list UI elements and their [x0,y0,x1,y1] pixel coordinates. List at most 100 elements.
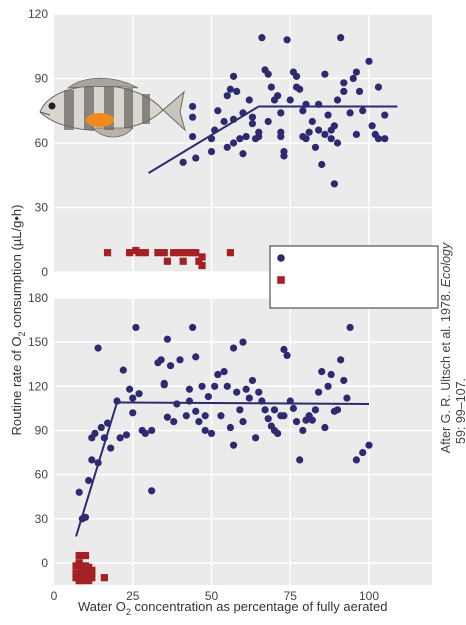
top-point-square [192,249,200,257]
bottom-point-circle [75,488,83,496]
bottom-point-circle [135,390,143,398]
top-point-circle [274,92,282,100]
top-point-circle [258,34,266,42]
top-y-tick-label: 120 [28,7,48,21]
bottom-point-circle [185,397,194,405]
bottom-y-tick-label: 0 [41,556,48,570]
bottom-panel: 0 25 50 75 100 0 30 60 90 120 150 180 [28,291,432,603]
top-point-circle [255,132,263,141]
bottom-point-circle [217,412,225,420]
top-point-square [163,257,171,265]
top-point-circle [264,70,272,78]
bottom-point-circle [327,370,335,379]
bottom-point-circle [148,426,156,435]
bottom-point-circle [261,406,269,414]
bottom-point-circle [346,323,354,332]
top-point-circle [242,132,250,141]
top-point-circle [223,92,231,100]
bottom-point-circle [270,426,279,435]
top-point-circle [192,154,200,162]
top-point-square [135,249,143,257]
top-point-circle [333,96,342,104]
top-point-circle [236,135,244,143]
top-point-circle [352,68,360,76]
credit-line-1: After G. R. Ultsch et al. 1978. Ecology [439,242,453,453]
legend-marker-circle [277,254,285,262]
top-point-square [195,257,203,265]
bottom-point-circle [129,394,137,402]
top-point-circle [280,152,288,160]
top-point-circle [381,111,389,119]
top-point-square [141,249,149,257]
bottom-point-circle [160,379,168,387]
bottom-point-circle [207,429,216,438]
bottom-point-circle [286,397,294,405]
bottom-point-circle [116,434,124,442]
bottom-point-circle [198,382,206,390]
bottom-point-circle [252,434,260,442]
top-point-circle [211,126,219,134]
bottom-point-circle [122,431,131,439]
bottom-point-circle [204,393,212,401]
bottom-point-circle [229,441,238,449]
bottom-point-square [100,574,108,582]
top-point-circle [302,100,310,108]
bottom-point-circle [226,423,234,432]
bottom-point-circle [163,335,171,343]
bottom-x-tick-label: 50 [205,589,219,603]
bottom-point-square [75,551,83,560]
bottom-x-tick-label: 25 [126,589,140,603]
top-point-square [103,249,112,257]
bottom-point-circle [340,376,348,385]
bottom-point-circle [280,345,288,354]
top-point-circle [359,107,367,115]
top-point-square [170,249,178,257]
bottom-point-circle [292,418,301,426]
bottom-point-circle [189,323,197,332]
bottom-point-circle [85,476,93,485]
bottom-point-circle [248,376,257,385]
bottom-point-circle [352,456,360,464]
top-point-circle [277,128,285,136]
bottom-point-square [72,574,80,582]
top-point-circle [374,83,383,91]
top-point-circle [346,109,354,117]
bottom-point-circle [343,394,351,402]
bottom-point-circle [359,448,367,457]
top-point-circle [233,87,241,95]
top-point-circle [324,111,332,119]
bottom-point-circle [245,394,253,402]
bottom-point-square [72,569,80,577]
bottom-y-tick-label: 60 [35,468,49,482]
bottom-point-circle [270,406,279,414]
top-point-square [198,261,206,270]
top-point-circle [189,132,197,141]
top-point-circle [229,72,238,80]
bottom-point-circle [220,367,228,376]
bottom-point-circle [192,353,200,361]
bottom-point-circle [258,397,266,405]
top-point-circle [333,139,342,147]
credit-line-2: 59: 99–107. [454,378,466,444]
bottom-point-circle [365,441,373,449]
top-point-circle [299,107,307,115]
bottom-point-circle [283,351,291,359]
bottom-point-circle [236,406,244,414]
bottom-point-circle [201,426,209,435]
bottom-point-circle [94,344,102,352]
top-point-square [154,249,162,257]
bottom-point-square [88,574,96,582]
top-point-circle [340,87,348,95]
top-tick-labels: 0 30 60 90 120 [28,7,48,279]
top-point-circle [223,143,231,151]
bottom-point-circle [239,338,247,346]
top-point-square [179,257,187,265]
bottom-data-points [72,323,373,585]
bottom-y-tick-label: 120 [28,379,48,393]
top-point-circle [179,158,187,166]
top-point-circle [245,96,253,104]
legend-marker-square [277,276,285,284]
bottom-point-circle [185,385,194,393]
top-point-circle [355,87,364,95]
top-point-circle [337,34,345,42]
